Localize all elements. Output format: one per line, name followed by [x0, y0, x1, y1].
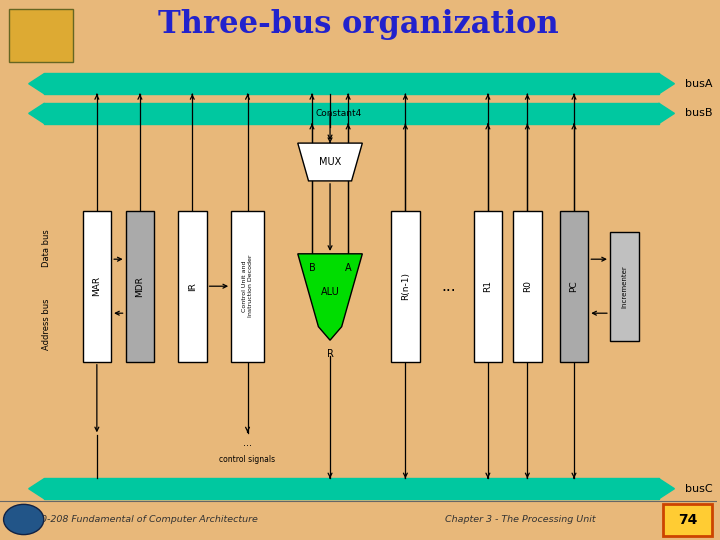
Polygon shape	[659, 73, 675, 94]
Bar	[45, 73, 659, 94]
Text: A: A	[345, 264, 351, 273]
Text: 74: 74	[678, 513, 697, 527]
Text: MUX: MUX	[319, 157, 341, 167]
Text: Data bus: Data bus	[42, 230, 51, 267]
Bar	[474, 211, 503, 362]
Circle shape	[4, 504, 44, 535]
Text: ...: ...	[243, 438, 252, 448]
Bar	[231, 211, 264, 362]
Text: busC: busC	[685, 484, 713, 494]
Text: ...: ...	[441, 279, 456, 294]
Text: control signals: control signals	[220, 455, 276, 464]
Polygon shape	[659, 478, 675, 499]
Text: Incrementer: Incrementer	[621, 265, 627, 308]
Text: R1: R1	[483, 280, 492, 292]
Text: 240-208 Fundamental of Computer Architecture: 240-208 Fundamental of Computer Architec…	[29, 515, 258, 524]
Polygon shape	[298, 254, 362, 340]
Bar	[45, 103, 659, 124]
Bar	[125, 211, 154, 362]
Bar	[610, 232, 639, 341]
Bar	[178, 211, 207, 362]
Text: R0: R0	[523, 280, 532, 292]
Text: R: R	[327, 349, 333, 359]
Text: Address bus: Address bus	[42, 298, 51, 350]
Polygon shape	[298, 143, 362, 181]
Text: Control Unit and
Instruction Decoder: Control Unit and Instruction Decoder	[242, 255, 253, 318]
Polygon shape	[29, 103, 45, 124]
Polygon shape	[29, 73, 45, 94]
Bar	[45, 478, 659, 499]
Text: busB: busB	[685, 109, 713, 118]
Bar	[9, 9, 73, 62]
Bar	[663, 504, 712, 536]
Text: PC: PC	[570, 280, 578, 292]
Polygon shape	[659, 103, 675, 124]
Bar	[391, 211, 420, 362]
Text: Chapter 3 - The Processing Unit: Chapter 3 - The Processing Unit	[445, 515, 595, 524]
Text: busA: busA	[685, 79, 713, 89]
Bar	[83, 211, 111, 362]
Bar	[513, 211, 541, 362]
Polygon shape	[29, 478, 45, 499]
Bar	[559, 211, 588, 362]
Text: B: B	[309, 264, 315, 273]
Text: MDR: MDR	[135, 276, 145, 296]
Text: Constant4: Constant4	[315, 109, 361, 118]
Text: ALU: ALU	[320, 287, 339, 296]
Text: IR: IR	[188, 282, 197, 291]
Text: R(n-1): R(n-1)	[401, 272, 410, 300]
Text: MAR: MAR	[92, 276, 102, 296]
Text: Three-bus organization: Three-bus organization	[158, 9, 559, 40]
